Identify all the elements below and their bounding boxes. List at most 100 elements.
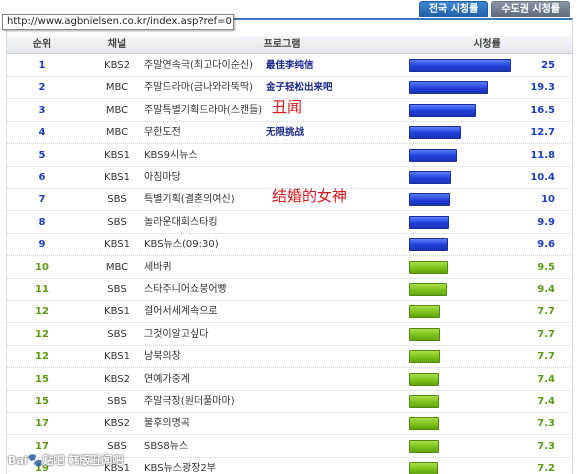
program-cell[interactable]: 그것이알고싶다 [144, 328, 209, 340]
program-cell[interactable]: 연예가중계 [144, 373, 190, 385]
channel-cell: MBC [105, 261, 129, 273]
program-cell[interactable]: 세바퀴 [144, 261, 172, 273]
rating-bar-track [409, 215, 513, 230]
ratings-board: 순위 채널 프로그램 시청률 1 KBS2 주말연속극(최고다이순신) 25 2 MBC 주… [6, 18, 573, 474]
program-cell[interactable]: KBS뉴스(09:30) [144, 239, 219, 251]
rank-cell: 17 [35, 418, 49, 430]
program-cell[interactable]: 스타주니어쇼붕어빵 [144, 284, 227, 295]
table-row[interactable]: 1 KBS2 주말연속극(최고다이순신) 25 [7, 55, 572, 77]
rank-cell: 19 [35, 463, 49, 474]
channel-cell: KBS2 [104, 418, 130, 430]
table-row[interactable]: 19 KBS1 KBS뉴스광장2부 7.2 [7, 458, 572, 474]
rating-value: 11.8 [530, 149, 555, 161]
table-row[interactable]: 3 MBC 주말특별기획드라마(스캔들) 16.5 [7, 100, 572, 122]
rating-bar-track [409, 462, 513, 474]
channel-cell: SBS [107, 216, 127, 228]
program-cell[interactable]: 특별기획(결혼의여신) [144, 194, 235, 206]
url-bar[interactable]: http://www.agbnielsen.co.kr/index.asp?re… [2, 14, 234, 30]
baidu-tieba-watermark: Bai🐾贴吧 韩版丑闻吧 [8, 452, 123, 468]
table-row[interactable]: 17 SBS SBS8뉴스 7.3 [7, 436, 572, 458]
program-cell[interactable]: 불후의명곡 [144, 418, 190, 430]
program-cell[interactable]: KBS뉴스광장2부 [144, 463, 216, 474]
channel-cell: SBS [107, 328, 127, 340]
table-row[interactable]: 4 MBC 무한도전 12.7 [7, 122, 572, 145]
table-row[interactable]: 15 SBS 주말극장(원더풀마마) 7.4 [7, 391, 572, 413]
program-cell[interactable]: 무한도전 [144, 127, 181, 139]
rating-bar [409, 417, 439, 431]
rating-value: 7.4 [537, 396, 555, 407]
rank-cell: 5 [38, 149, 46, 161]
channel-cell: MBC [105, 82, 129, 94]
rating-bar [409, 81, 488, 95]
rating-bar-track [409, 81, 513, 95]
rank-cell: 7 [38, 194, 46, 206]
rating-value: 10 [541, 194, 555, 206]
rating-value: 7.4 [537, 373, 555, 385]
watermark-label: 韩版丑闻吧 [68, 454, 124, 467]
rating-bar [409, 260, 448, 274]
table-row[interactable]: 12 KBS1 걸어서세계속으로 7.7 [7, 301, 572, 324]
rating-bar [409, 193, 450, 207]
rating-bar-track [409, 103, 513, 118]
rating-bar [409, 305, 440, 319]
paw-icon: 🐾 [27, 453, 43, 467]
rank-cell: 2 [38, 82, 46, 94]
rating-bar [409, 327, 440, 341]
channel-cell: KBS2 [104, 60, 130, 71]
program-cell[interactable]: KBS9시뉴스 [144, 149, 198, 161]
annotation-red: 丑闻 [272, 97, 303, 116]
rating-value: 10.4 [530, 172, 555, 183]
channel-cell: KBS1 [104, 239, 130, 251]
rating-value: 9.9 [537, 216, 555, 228]
rank-cell: 10 [35, 261, 49, 273]
header-channel: 채널 [107, 39, 127, 50]
program-cell[interactable]: SBS8뉴스 [144, 440, 189, 452]
channel-cell: KBS1 [104, 306, 130, 318]
rating-value: 7.7 [537, 306, 555, 318]
program-cell[interactable]: 주말특별기획드라마(스캔들) [144, 104, 263, 116]
table-row[interactable]: 12 KBS1 남북의창 7.7 [7, 346, 572, 369]
channel-cell: SBS [107, 194, 127, 206]
rating-bar [409, 148, 457, 162]
rank-cell: 4 [38, 127, 46, 139]
rank-cell: 9 [38, 239, 46, 251]
table-row[interactable]: 2 MBC 주말드라마(금나와라뚝딱) 19.3 [7, 77, 572, 100]
channel-cell: SBS [107, 396, 127, 407]
watermark-brand: Bai [8, 454, 28, 467]
rating-bar [409, 372, 439, 386]
table-row[interactable]: 7 SBS 특별기획(결혼의여신) 10 [7, 189, 572, 212]
channel-cell: KBS1 [104, 172, 130, 183]
table-row[interactable]: 6 KBS1 아침마당 10.4 [7, 167, 572, 189]
table-row[interactable]: 15 KBS2 연예가중계 7.4 [7, 369, 572, 391]
table-header: 순위 채널 프로그램 시청률 [7, 36, 572, 54]
table-row[interactable]: 17 KBS2 불후의명곡 7.3 [7, 413, 572, 436]
rank-cell: 15 [35, 373, 49, 385]
program-cell[interactable]: 아침마당 [144, 172, 181, 183]
rating-bar-track [409, 148, 513, 163]
rank-cell: 8 [38, 216, 46, 228]
rating-bar-track [409, 417, 513, 431]
program-cell[interactable]: 주말드라마(금나와라뚝딱) [144, 82, 254, 94]
program-cell[interactable]: 놀라운대회스타킹 [144, 216, 218, 228]
tab-national-rating[interactable]: 전국 시청률 [418, 1, 489, 17]
table-row[interactable]: 8 SBS 놀라운대회스타킹 9.9 [7, 212, 572, 234]
table-row[interactable]: 9 KBS1 KBS뉴스(09:30) 9.6 [7, 234, 572, 257]
tab-capital-area-rating[interactable]: 수도권 시청률 [491, 1, 570, 17]
rating-value: 7.2 [537, 463, 555, 474]
rating-bar [409, 350, 440, 364]
table-row[interactable]: 11 SBS 스타주니어쇼붕어빵 9.4 [7, 279, 572, 301]
rating-value: 25 [541, 60, 555, 71]
rank-cell: 3 [38, 104, 46, 116]
channel-cell: SBS [107, 284, 127, 295]
rating-value: 7.3 [537, 440, 555, 452]
program-cell[interactable]: 주말극장(원더풀마마) [144, 396, 235, 407]
table-row[interactable]: 12 SBS 그것이알고싶다 7.7 [7, 324, 572, 346]
program-cell[interactable]: 주말연속극(최고다이순신) [144, 60, 254, 71]
table-row[interactable]: 5 KBS1 KBS9시뉴스 11.8 [7, 145, 572, 167]
annotation-blue: 最佳李纯信 [266, 60, 314, 71]
channel-cell: KBS1 [104, 351, 130, 363]
program-cell[interactable]: 걸어서세계속으로 [144, 306, 218, 318]
program-cell[interactable]: 남북의창 [144, 351, 181, 363]
table-row[interactable]: 10 MBC 세바퀴 9.5 [7, 257, 572, 279]
rating-bar [409, 395, 439, 408]
